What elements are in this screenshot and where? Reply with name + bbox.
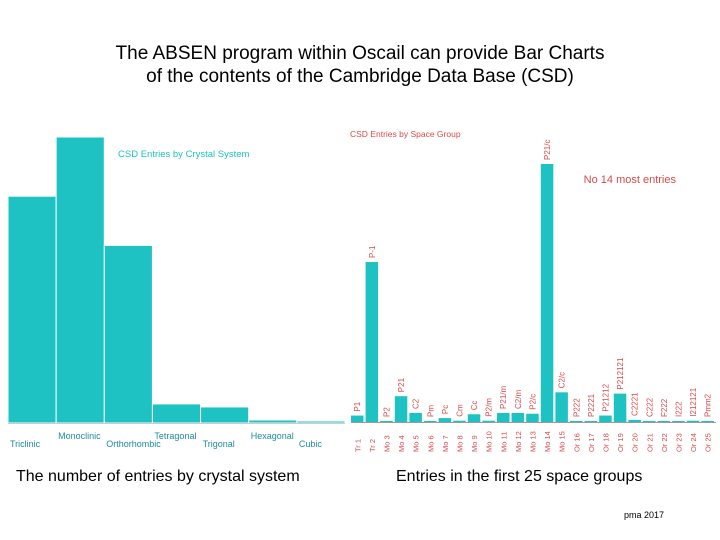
space-group-bar-label: Pmm2 — [704, 393, 713, 417]
space-group-bar — [467, 414, 481, 422]
space-group-tick-label: Mo 14 — [543, 431, 552, 452]
space-group-tick-label: Mo 7 — [441, 435, 450, 452]
space-group-bar — [409, 412, 422, 422]
space-group-bar-label: F222 — [660, 398, 669, 417]
space-group-bar-label: P21/m — [499, 386, 508, 409]
crystal-system-tick-label: Cubic — [299, 439, 323, 449]
space-group-bar-label: C2 — [412, 398, 421, 409]
space-group-bar-label: P2/c — [528, 394, 537, 410]
space-group-bar — [570, 421, 583, 422]
crystal-system-tick-label: Orthorhombic — [106, 439, 161, 449]
space-group-tick-label: Mo 8 — [455, 435, 464, 452]
space-group-bar-label: P21/c — [543, 140, 552, 160]
crystal-system-bar — [296, 420, 346, 424]
space-group-bar — [497, 412, 510, 422]
crystal-system-tick-label: Tetragonal — [154, 431, 196, 441]
space-group-tick-label: Or 16 — [572, 433, 581, 452]
space-group-bar-label: P21212 — [601, 383, 610, 411]
space-group-tick-label: Tr 1 — [353, 439, 362, 452]
space-group-bar — [540, 164, 554, 422]
space-group-tick-label: Or 24 — [689, 433, 698, 452]
space-group-bar — [438, 418, 452, 422]
space-group-bar — [584, 421, 598, 422]
space-group-bar — [482, 420, 495, 422]
space-group-bar-label: P212121 — [616, 357, 625, 390]
credit-text: pma 2017 — [624, 510, 665, 520]
space-group-bar — [365, 262, 379, 422]
space-group-tick-label: Or 20 — [631, 433, 640, 452]
space-group-bar-label: Cm — [455, 404, 464, 417]
slide-title: The ABSEN program within Oscail can prov… — [115, 43, 605, 87]
space-group-bar — [686, 420, 700, 422]
space-group-tick-label: Or 23 — [674, 433, 683, 452]
space-group-bar-label: Pm — [426, 405, 435, 417]
space-group-bar-label: Cc — [470, 400, 479, 410]
space-group-tick-label: Or 18 — [601, 433, 610, 452]
space-group-bar-label: I222 — [674, 401, 683, 417]
space-group-tick-label: Mo 3 — [382, 435, 391, 452]
space-group-bar — [701, 421, 714, 422]
space-group-tick-label: Mo 5 — [412, 435, 421, 452]
space-group-tick-label: Mo 11 — [499, 432, 508, 452]
space-group-bar-label: Pc — [441, 405, 450, 414]
space-group-bar — [380, 421, 393, 422]
space-group-tick-label: Mo 15 — [558, 431, 567, 452]
space-group-tick-label: Mo 4 — [397, 435, 406, 452]
space-group-bar — [613, 393, 627, 422]
space-group-tick-label: Mo 6 — [426, 435, 435, 452]
space-group-bar-label: P1 — [353, 401, 362, 411]
crystal-system-tick-label: Hexagonal — [251, 431, 294, 441]
space-group-bar — [599, 415, 612, 422]
space-group-bar — [351, 415, 364, 422]
space-group-bar — [555, 392, 568, 422]
space-group-bar-label: C2/m — [514, 390, 523, 409]
space-group-bar — [424, 421, 437, 422]
crystal-system-bar — [103, 244, 153, 424]
space-group-bar — [672, 421, 685, 422]
space-group-bar — [526, 413, 539, 422]
space-group-tick-label: Or 22 — [660, 433, 669, 452]
space-group-tick-label: Or 25 — [704, 433, 713, 452]
crystal-system-caption: The number of entries by crystal system — [16, 468, 300, 485]
space-group-tick-label: Mo 9 — [470, 435, 479, 452]
space-group-bar-label: C2/c — [558, 372, 567, 388]
space-group-chart: CSD Entries by Space Group No 14 most ent… — [350, 129, 716, 452]
crystal-system-chart: CSD Entries by Crystal System Triclinic Mo… — [7, 136, 346, 449]
space-group-bar-label: P2/m — [485, 398, 494, 417]
crystal-system-bar — [151, 403, 202, 424]
space-group-tick-label: Tr 2 — [368, 439, 377, 452]
crystal-system-tick-label: Triclinic — [10, 439, 41, 449]
space-group-bar — [643, 421, 656, 422]
crystal-system-bar — [55, 136, 105, 424]
crystal-system-tick-label: Trigonal — [203, 439, 235, 449]
space-group-annotation: No 14 most entries — [584, 174, 677, 186]
crystal-system-chart-title: CSD Entries by Crystal System — [118, 149, 250, 160]
space-group-chart-title: CSD Entries by Space Group — [350, 129, 461, 139]
space-group-bar — [628, 419, 641, 422]
crystal-system-bar — [7, 195, 57, 424]
space-group-tick-label: Or 21 — [645, 433, 654, 452]
space-group-bar-label: P-1 — [368, 245, 377, 258]
crystal-system-tick-label: Monoclinic — [58, 431, 101, 441]
space-group-bar-label: P222 — [572, 398, 581, 417]
crystal-system-bar — [200, 406, 250, 424]
space-group-bar-label: P2 — [382, 407, 391, 417]
space-group-bar-label: P2221 — [587, 393, 596, 417]
space-group-bar-label: I212121 — [689, 387, 698, 416]
space-group-tick-label: Mo 10 — [485, 431, 494, 452]
space-group-tick-label: Or 17 — [587, 433, 596, 452]
space-group-caption: Entries in the first 25 space groups — [396, 468, 643, 485]
space-group-bar-label: P21 — [397, 377, 406, 392]
space-group-bar — [657, 421, 671, 422]
space-group-tick-label: Or 19 — [616, 433, 625, 452]
crystal-system-bar — [248, 419, 298, 424]
space-group-bar — [453, 420, 466, 422]
space-group-bar — [394, 396, 408, 422]
space-group-tick-label: Mo 13 — [528, 431, 537, 452]
space-group-bar — [511, 412, 525, 422]
space-group-bar-label: C222 — [645, 397, 654, 417]
space-group-bar-label: C2221 — [631, 392, 640, 416]
space-group-tick-label: Mo 12 — [514, 431, 523, 452]
